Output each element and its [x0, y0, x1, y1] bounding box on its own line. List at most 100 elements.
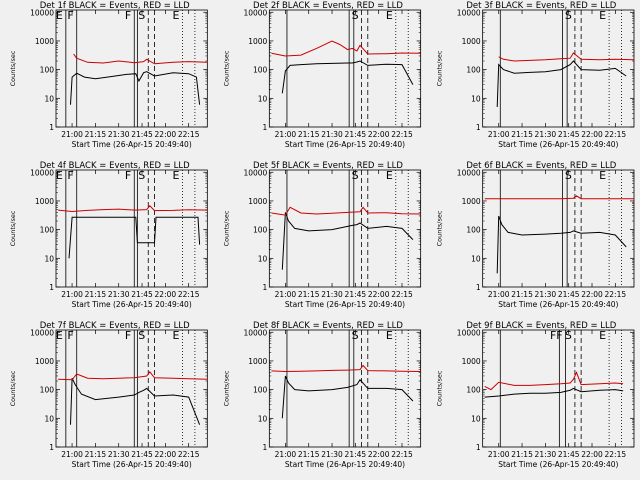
- plot-frame: [268, 329, 422, 448]
- event-marker-label: S: [565, 9, 572, 22]
- event-marker-label: S: [565, 169, 572, 182]
- y-tick-label: 10000: [243, 328, 267, 337]
- x-tick-label: 21:45: [131, 130, 153, 139]
- y-axis-label: Counts/sec: [9, 50, 17, 86]
- event-marker-label: E: [599, 169, 606, 182]
- chart-title: Det 1f BLACK = Events, RED = LLD: [40, 1, 190, 11]
- chart-title: Det 8f BLACK = Events, RED = LLD: [253, 321, 403, 331]
- x-tick-label: 22:00: [368, 130, 390, 139]
- plot-frame: [268, 9, 422, 128]
- x-tick-label: 21:00: [61, 290, 83, 299]
- x-tick-label: 21:15: [298, 450, 320, 459]
- y-tick-label: 1000: [248, 37, 267, 46]
- y-tick-label: 10000: [243, 8, 267, 17]
- x-tick-label: 21:15: [298, 130, 320, 139]
- x-tick-label: 21:15: [85, 450, 107, 459]
- series-line-events: [484, 387, 624, 398]
- event-marker-label: S: [565, 329, 572, 342]
- y-tick-label: 1: [476, 123, 481, 132]
- event-marker-label: F: [125, 329, 131, 342]
- x-axis-label: Start Time (26-Apr-15 20:49:40): [498, 460, 618, 469]
- x-tick-label: 22:00: [368, 450, 390, 459]
- x-tick-label: 21:30: [321, 290, 343, 299]
- chart-title: Det 6f BLACK = Events, RED = LLD: [466, 161, 616, 171]
- y-tick-label: 100: [253, 386, 268, 395]
- x-axis-label: Start Time (26-Apr-15 20:49:40): [498, 140, 618, 149]
- y-axis-label: Counts/sec: [222, 370, 230, 406]
- x-tick-label: 21:45: [345, 290, 367, 299]
- series-line-lld: [58, 205, 208, 213]
- x-tick-label: 22:15: [178, 290, 200, 299]
- event-marker-label: E: [173, 9, 180, 22]
- x-tick-label: 22:15: [605, 130, 627, 139]
- y-tick-label: 10000: [457, 328, 481, 337]
- y-axis-label: Counts/sec: [436, 50, 444, 86]
- x-tick-label: 21:45: [131, 290, 153, 299]
- y-tick-label: 10: [471, 94, 481, 103]
- event-marker-label: E: [173, 169, 180, 182]
- y-tick-label: 10000: [30, 168, 54, 177]
- y-tick-label: 1: [476, 443, 481, 452]
- x-tick-label: 21:30: [535, 450, 557, 459]
- x-tick-label: 22:15: [605, 290, 627, 299]
- y-tick-label: 1: [263, 443, 268, 452]
- x-axis-label: Start Time (26-Apr-15 20:49:40): [498, 300, 618, 309]
- y-tick-label: 1000: [462, 357, 481, 366]
- chart-panel: Det 3f BLACK = Events, RED = LLD 1 10 100 10…: [436, 1, 635, 149]
- x-tick-label: 22:15: [178, 450, 200, 459]
- y-tick-label: 10: [44, 414, 54, 423]
- y-tick-label: 100: [40, 386, 55, 395]
- x-tick-label: 21:00: [275, 450, 297, 459]
- y-tick-label: 10: [44, 254, 54, 263]
- x-tick-label: 22:15: [391, 130, 413, 139]
- series-line-events: [281, 60, 414, 94]
- event-marker-label: E: [599, 9, 606, 22]
- x-tick-label: 22:00: [581, 130, 603, 139]
- series-line-lld: [73, 53, 208, 65]
- x-tick-label: 21:00: [488, 130, 510, 139]
- x-axis-label: Start Time (26-Apr-15 20:49:40): [285, 460, 405, 469]
- y-tick-label: 1000: [462, 37, 481, 46]
- y-tick-label: 1000: [248, 197, 267, 206]
- x-tick-label: 22:00: [581, 450, 603, 459]
- chart-title: Det 9f BLACK = Events, RED = LLD: [466, 321, 616, 331]
- x-tick-label: 21:15: [85, 130, 107, 139]
- y-tick-label: 100: [466, 226, 481, 235]
- chart-panel: Det 8f BLACK = Events, RED = LLD 1 10 100 10…: [222, 321, 422, 469]
- y-tick-label: 1: [263, 123, 268, 132]
- y-tick-label: 10: [471, 254, 481, 263]
- series-line-events: [68, 216, 201, 259]
- x-axis-label: Start Time (26-Apr-15 20:49:40): [72, 300, 192, 309]
- y-tick-label: 10000: [30, 8, 54, 17]
- y-axis-label: Counts/sec: [436, 210, 444, 246]
- event-marker-label: S: [138, 9, 145, 22]
- y-tick-label: 1000: [248, 357, 267, 366]
- x-tick-label: 21:30: [321, 450, 343, 459]
- event-marker-label: F: [67, 329, 73, 342]
- x-tick-label: 21:30: [535, 290, 557, 299]
- event-marker-label: F: [556, 329, 562, 342]
- y-tick-label: 100: [40, 226, 55, 235]
- chart-panel: Det 5f BLACK = Events, RED = LLD 1 10 100 10…: [222, 161, 422, 309]
- series-line-lld: [271, 206, 421, 216]
- y-tick-label: 1: [49, 443, 54, 452]
- y-tick-label: 100: [466, 66, 481, 75]
- event-marker-label: E: [56, 9, 63, 22]
- x-tick-label: 21:45: [345, 450, 367, 459]
- y-tick-label: 100: [253, 66, 268, 75]
- series-line-events: [70, 377, 201, 425]
- series-line-lld: [498, 52, 635, 62]
- y-tick-label: 1: [263, 283, 268, 292]
- x-tick-label: 21:45: [345, 130, 367, 139]
- chart-title: Det 4f BLACK = Events, RED = LLD: [40, 161, 190, 171]
- series-line-events: [281, 375, 414, 419]
- y-tick-label: 10: [258, 94, 268, 103]
- y-tick-label: 1000: [35, 357, 54, 366]
- series-line-lld: [271, 364, 421, 373]
- y-tick-label: 10000: [457, 8, 481, 17]
- x-tick-label: 21:00: [275, 290, 297, 299]
- x-tick-label: 21:45: [558, 130, 580, 139]
- y-tick-label: 10000: [30, 328, 54, 337]
- series-line-lld: [484, 195, 634, 200]
- x-tick-label: 21:45: [558, 290, 580, 299]
